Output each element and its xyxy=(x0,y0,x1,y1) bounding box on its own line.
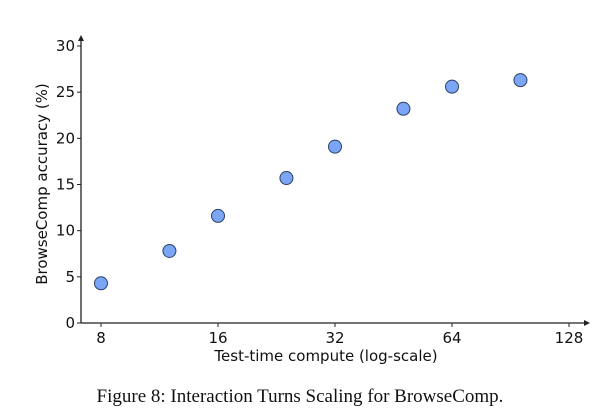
x-axis-label: Test-time compute (log-scale) xyxy=(213,347,437,365)
y-axis-label: BrowseComp accuracy (%) xyxy=(33,83,51,285)
scatter-chart: 8 16 32 64 128 0 5 10 15 20 25 30 Test-time compute… xyxy=(33,35,590,365)
x-tick-label: 64 xyxy=(442,329,461,347)
x-tick-label: 8 xyxy=(96,329,106,347)
figure-caption: Figure 8: Interaction Turns Scaling for … xyxy=(96,386,504,407)
data-point xyxy=(211,208,225,223)
data-point xyxy=(396,101,411,116)
y-axis-arrow xyxy=(78,35,84,41)
y-tick-label: 10 xyxy=(56,222,75,240)
y-tick-label: 25 xyxy=(56,83,75,101)
y-tick-label: 5 xyxy=(65,268,75,286)
x-tick-label: 16 xyxy=(208,329,227,347)
x-axis-arrow xyxy=(584,320,590,326)
data-point xyxy=(94,276,108,291)
y-tick-label: 0 xyxy=(65,314,75,332)
x-tick-label: 32 xyxy=(325,329,344,347)
y-tick-label: 30 xyxy=(56,37,75,55)
x-tick-label: 128 xyxy=(555,329,584,347)
y-tick-label: 15 xyxy=(56,176,75,194)
data-point xyxy=(279,171,294,186)
data-point xyxy=(513,73,528,88)
y-tick-label: 20 xyxy=(56,129,75,147)
data-point xyxy=(445,79,459,94)
data-point xyxy=(162,243,177,258)
data-point xyxy=(328,139,342,154)
